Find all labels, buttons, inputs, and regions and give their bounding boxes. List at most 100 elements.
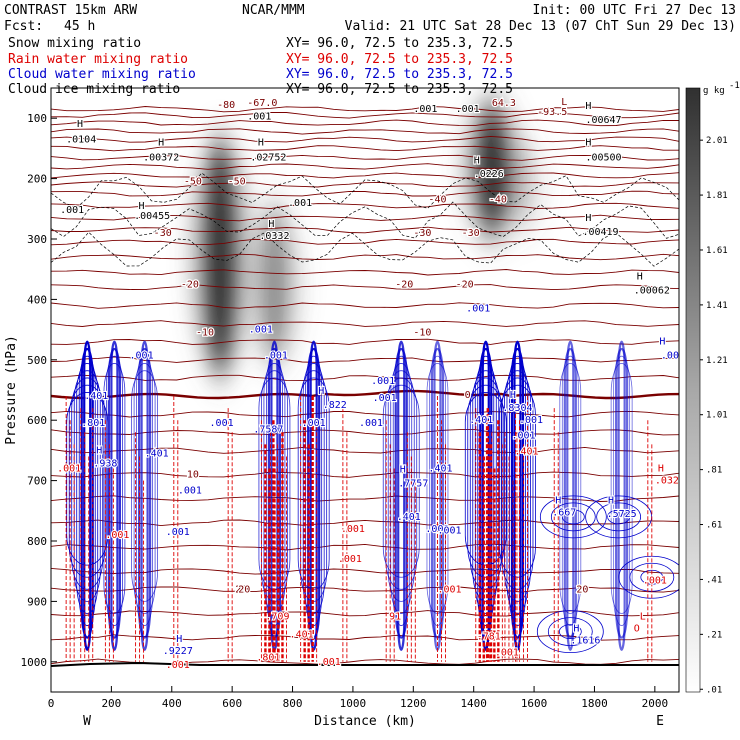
temperature-label: -40 xyxy=(428,195,446,206)
cloud-water-contour xyxy=(610,363,633,614)
model-title: CONTRAST 15km ARW xyxy=(4,3,137,18)
contour-label: .401 xyxy=(514,447,538,458)
cloud-water-contour xyxy=(467,384,505,578)
cloud-water-contour xyxy=(513,340,522,651)
x-tick-label: 1000 xyxy=(340,697,367,710)
cloud-water-oval xyxy=(550,502,596,532)
contour-label: .401 xyxy=(84,391,108,402)
contour-label: H xyxy=(176,634,182,645)
cloud-water-contour xyxy=(477,355,495,626)
cloud-water-contour xyxy=(136,355,153,626)
contour-label: .9227 xyxy=(163,646,193,657)
temperature-contour xyxy=(51,374,679,382)
contour-label: .781 xyxy=(477,631,501,642)
x-tick-label: 1800 xyxy=(581,697,608,710)
contour-label: .5725 xyxy=(607,509,637,520)
colorbar-tick-label: 1.41 xyxy=(706,301,728,311)
y-axis-title: Pressure (hPa) xyxy=(4,335,19,445)
temperature-contour xyxy=(51,154,679,161)
cloud-water-contour xyxy=(66,392,109,566)
contour-label: .02752 xyxy=(250,152,286,163)
contour-label: .401 xyxy=(290,630,314,641)
legend-snow-xy: XY= 96.0, 72.5 to 235.3, 72.5 xyxy=(286,36,513,51)
contour-label: .032 xyxy=(655,476,679,487)
x-tick-label: 400 xyxy=(162,697,182,710)
contour-label: .001 xyxy=(338,554,362,565)
contour-label: 64.3 xyxy=(492,98,516,109)
snow-halo xyxy=(186,132,255,382)
colorbar-tick-label: 2.01 xyxy=(706,136,728,146)
cloud-water-contour xyxy=(83,340,92,651)
contour-label: .001 xyxy=(437,526,461,537)
legend-cloud-ice: Cloud ice mixing ratio xyxy=(8,82,180,97)
freezing-level-contour xyxy=(51,389,679,400)
contour-label: .001 xyxy=(456,104,480,115)
contour-label: .00500 xyxy=(585,152,621,163)
temperature-label: -20 xyxy=(456,279,474,290)
contour-label: .001 xyxy=(371,376,395,387)
x-end-east: E xyxy=(656,714,664,729)
cloud-water-contour xyxy=(474,363,497,614)
temperature-contour xyxy=(51,302,679,309)
x-tick-label: 0 xyxy=(48,697,55,710)
contour-label: .001 xyxy=(130,351,154,362)
temperature-contour xyxy=(51,429,679,436)
y-tick-label: 800 xyxy=(27,535,47,548)
contour-label: .00455 xyxy=(134,211,170,222)
contour-label: 20 xyxy=(576,584,588,595)
colorbar-tick-label: .01 xyxy=(706,685,722,695)
contour-label: .001 xyxy=(466,303,490,314)
contour-label: .0226 xyxy=(474,169,504,180)
cloud-water-contour xyxy=(506,363,529,614)
temperature-label: -67.0 xyxy=(247,98,277,109)
cloud-water-contour xyxy=(469,377,502,590)
temperature-contour xyxy=(51,135,679,143)
x-end-west: W xyxy=(83,714,91,729)
cloud-water-contour xyxy=(509,355,526,626)
cloud-water-oval xyxy=(558,624,582,639)
cloud-water-contour xyxy=(78,355,96,626)
contour-label: .001 xyxy=(210,418,234,429)
temperature-contour xyxy=(51,338,679,345)
y-tick-label: 400 xyxy=(27,293,47,306)
x-tick-label: 2000 xyxy=(642,697,669,710)
x-tick-label: 200 xyxy=(101,697,121,710)
cloud-water-contour xyxy=(131,370,158,602)
cloud-water-contour xyxy=(103,363,126,614)
temperature-contour xyxy=(51,471,679,478)
contour-label: .00062 xyxy=(634,285,670,296)
cloud-water-contour xyxy=(382,384,420,578)
contour-label: H xyxy=(139,201,145,212)
contour-label: .0332 xyxy=(259,231,289,242)
temperature-contour xyxy=(51,226,679,234)
contour-label: .001 xyxy=(264,351,288,362)
temperature-contour xyxy=(51,519,679,527)
cloud-water-contour xyxy=(110,340,119,651)
contour-label: .001 xyxy=(341,524,365,535)
cloud-water-oval xyxy=(561,509,585,525)
cloud-water-oval xyxy=(536,610,604,653)
contour-label: H xyxy=(510,390,516,401)
contour-label: H xyxy=(659,337,665,348)
y-tick-label: 200 xyxy=(27,173,47,186)
contour-label: .001 xyxy=(302,418,326,429)
cloud-water-contour xyxy=(387,370,415,602)
legend-cloud-ice-xy: XY= 96.0, 72.5 to 235.3, 72.5 xyxy=(286,82,513,97)
contour-label: .001 xyxy=(511,430,535,441)
contour-label: .001 xyxy=(643,575,667,586)
cloud-water-oval xyxy=(547,617,593,646)
y-tick-label: 600 xyxy=(27,414,47,427)
contour-label: .001 xyxy=(519,415,543,426)
cloud-water-contour xyxy=(561,355,579,626)
contour-label: .001 xyxy=(57,464,81,475)
temperature-label: -30 xyxy=(462,228,480,239)
temperature-contour xyxy=(51,145,679,152)
contour-label: H xyxy=(573,624,579,635)
y-tick-label: 1000 xyxy=(21,656,48,669)
cloud-water-contour xyxy=(563,347,577,639)
contour-label: .001 xyxy=(359,418,383,429)
cloud-water-contour xyxy=(464,392,507,566)
contour-label: .7587 xyxy=(253,424,283,435)
cloud-ice-contour xyxy=(51,231,679,267)
contour-label: .822 xyxy=(323,400,347,411)
